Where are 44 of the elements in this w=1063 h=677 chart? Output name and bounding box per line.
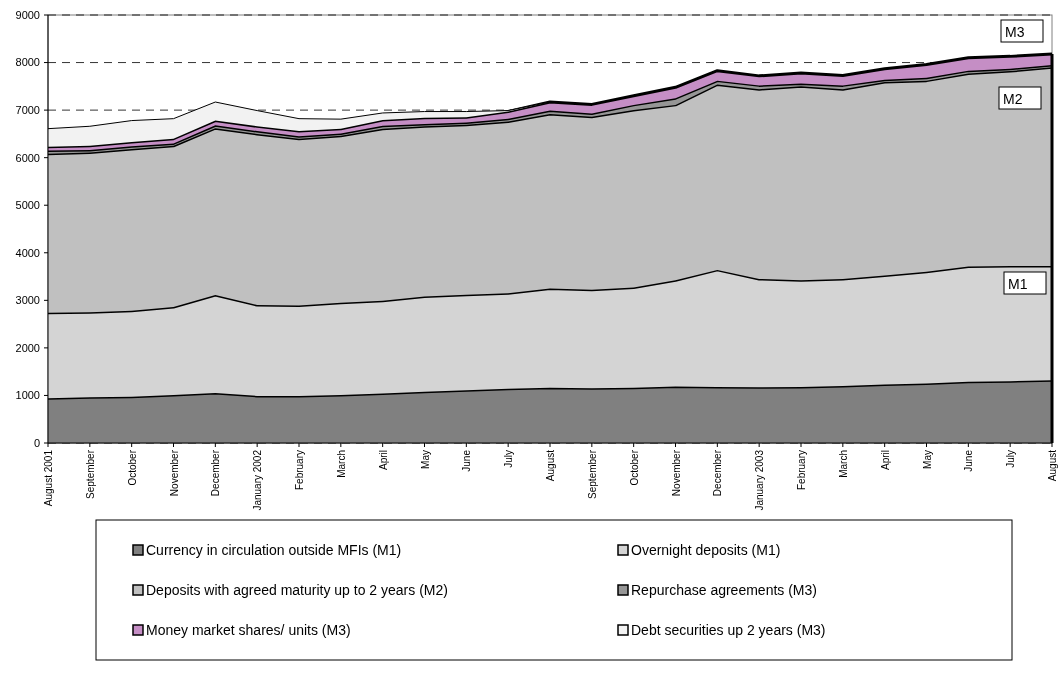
x-tick-label: July (503, 450, 515, 468)
y-tick-label: 2000 (15, 341, 40, 354)
y-tick-label: 3000 (15, 294, 40, 307)
y-tick-label: 0 (33, 436, 40, 449)
x-tick-label: December (210, 449, 222, 497)
annotation: M1 (1008, 276, 1028, 292)
y-tick-label: 8000 (15, 56, 40, 69)
x-tick-label: February (796, 450, 807, 491)
x-tick-label: December (712, 449, 724, 497)
x-tick-label: August 2001 (43, 449, 54, 507)
x-tick-label: April (377, 450, 389, 471)
x-tick-label: June (461, 449, 473, 472)
y-tick-label: 6000 (15, 151, 40, 164)
y-tick-label: 1000 (15, 389, 40, 402)
x-tick-label: June (963, 449, 975, 472)
y-tick-label: 7000 (15, 103, 40, 116)
x-tick-label: January 2003 (754, 449, 766, 511)
x-tick-label: November (168, 449, 180, 497)
x-tick-label: May (921, 450, 933, 469)
x-tick-label: October (126, 449, 138, 486)
legend-label: Debt securities up 2 years (M3) (631, 621, 826, 638)
x-tick-label: September (586, 449, 598, 499)
y-tick-label: 5000 (15, 199, 40, 212)
x-tick-label: February (294, 450, 305, 491)
annotation: M2 (1003, 91, 1023, 107)
x-tick-label: July (1005, 450, 1017, 468)
x-tick-label: August (1047, 449, 1058, 482)
x-tick-label: March (335, 450, 347, 478)
x-tick-label: January 2002 (252, 449, 264, 511)
annotation: M3 (1005, 24, 1025, 40)
y-tick-label: 9000 (15, 8, 40, 21)
y-tick-label: 4000 (15, 246, 40, 259)
x-tick-label: August (545, 449, 556, 482)
legend-label: Currency in circulation outside MFIs (M1) (146, 541, 402, 558)
x-tick-label: October (628, 449, 640, 486)
x-tick-label: May (419, 450, 431, 469)
legend-label: Deposits with agreed maturity up to 2 years (M2) (146, 581, 448, 598)
x-tick-label: April (879, 450, 891, 471)
x-tick-label: November (670, 449, 682, 497)
legend-label: Overnight deposits (M1) (631, 541, 781, 558)
legend-label: Money market shares/ units (M3) (146, 621, 351, 638)
legend-label: Repurchase agreements (M3) (631, 581, 817, 598)
x-tick-label: March (837, 450, 849, 478)
x-tick-label: September (84, 449, 96, 499)
